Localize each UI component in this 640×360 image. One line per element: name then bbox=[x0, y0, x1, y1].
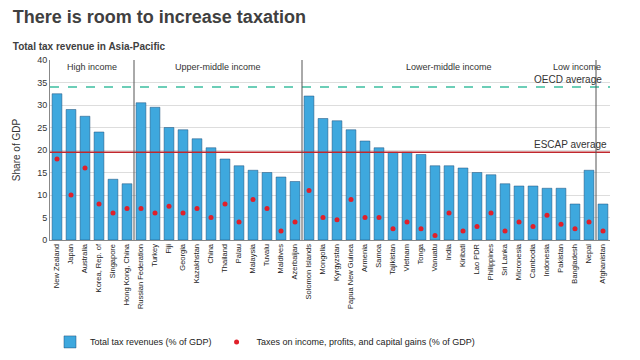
svg-text:Taxes on income, profits, and: Taxes on income, profits, and capital ga… bbox=[257, 337, 475, 347]
svg-text:40: 40 bbox=[37, 55, 47, 65]
svg-text:Bangladesh: Bangladesh bbox=[570, 244, 579, 284]
svg-text:Russian Federation: Russian Federation bbox=[136, 244, 145, 309]
svg-text:There is room to increase taxa: There is room to increase taxation bbox=[13, 7, 306, 27]
svg-text:Georgia: Georgia bbox=[178, 243, 187, 271]
svg-text:Maldives: Maldives bbox=[276, 244, 285, 274]
svg-text:Armenia: Armenia bbox=[360, 243, 369, 272]
svg-text:10: 10 bbox=[37, 190, 47, 200]
svg-text:Tuvalu: Tuvalu bbox=[262, 244, 271, 266]
svg-text:Fiji: Fiji bbox=[164, 244, 173, 254]
svg-text:Tajikistan: Tajikistan bbox=[388, 244, 397, 275]
svg-text:ESCAP average: ESCAP average bbox=[534, 139, 607, 150]
svg-text:Total tax revenue in Asia-Paci: Total tax revenue in Asia-Pacific bbox=[13, 41, 166, 52]
svg-text:Lower-middle income: Lower-middle income bbox=[406, 62, 492, 72]
svg-text:Lao PDR: Lao PDR bbox=[472, 243, 481, 274]
svg-text:Japan: Japan bbox=[66, 244, 75, 264]
svg-text:Hong Kong, China: Hong Kong, China bbox=[122, 243, 131, 305]
svg-text:Micronesia: Micronesia bbox=[514, 243, 523, 280]
svg-text:30: 30 bbox=[37, 100, 47, 110]
svg-text:Upper-middle income: Upper-middle income bbox=[175, 62, 261, 72]
svg-text:Total tax revenues (% of GDP): Total tax revenues (% of GDP) bbox=[90, 337, 212, 347]
svg-text:Indonesia: Indonesia bbox=[542, 243, 551, 276]
svg-text:Thailand: Thailand bbox=[220, 244, 229, 273]
svg-text:Singapore: Singapore bbox=[108, 244, 117, 278]
svg-text:New Zealand: New Zealand bbox=[52, 244, 61, 288]
svg-text:Kazakhstan: Kazakhstan bbox=[192, 244, 201, 283]
svg-text:Philippines: Philippines bbox=[486, 244, 495, 281]
svg-text:0: 0 bbox=[42, 235, 47, 245]
svg-text:Malaysia: Malaysia bbox=[248, 243, 257, 273]
svg-text:Afghanistan: Afghanistan bbox=[598, 244, 607, 284]
svg-text:Tonga: Tonga bbox=[416, 243, 425, 264]
svg-text:5: 5 bbox=[42, 213, 47, 223]
svg-text:Sri Lanka: Sri Lanka bbox=[500, 243, 509, 276]
svg-text:15: 15 bbox=[37, 168, 47, 178]
svg-text:Kyrgyzstan: Kyrgyzstan bbox=[332, 244, 341, 281]
svg-text:Korea, Rep. of: Korea, Rep. of bbox=[94, 243, 103, 292]
svg-text:Samoa: Samoa bbox=[374, 243, 383, 268]
svg-text:Turkey: Turkey bbox=[150, 244, 159, 267]
svg-text:20: 20 bbox=[37, 145, 47, 155]
svg-text:India: India bbox=[444, 243, 453, 260]
svg-text:High income: High income bbox=[67, 62, 117, 72]
svg-text:35: 35 bbox=[37, 78, 47, 88]
svg-text:Share of GDP: Share of GDP bbox=[11, 119, 22, 182]
svg-text:Mongolia: Mongolia bbox=[318, 243, 327, 274]
svg-text:China: China bbox=[206, 243, 215, 263]
svg-text:Pakistan: Pakistan bbox=[556, 244, 565, 273]
svg-text:Vanuatu: Vanuatu bbox=[430, 244, 439, 271]
svg-text:Solomon Islands: Solomon Islands bbox=[304, 244, 313, 300]
svg-text:Papua New Guinea: Papua New Guinea bbox=[346, 243, 355, 309]
svg-text:Australia: Australia bbox=[80, 243, 89, 273]
svg-text:Kiribati: Kiribati bbox=[458, 244, 467, 267]
svg-text:Palau: Palau bbox=[234, 244, 243, 263]
svg-text:Azerbaijan: Azerbaijan bbox=[290, 244, 299, 279]
svg-text:OECD average: OECD average bbox=[534, 74, 602, 85]
svg-text:Cambodia: Cambodia bbox=[528, 243, 537, 278]
svg-text:25: 25 bbox=[37, 123, 47, 133]
svg-text:Nepal: Nepal bbox=[584, 244, 593, 264]
svg-text:Low income: Low income bbox=[553, 62, 601, 72]
svg-text:Vietnam: Vietnam bbox=[402, 244, 411, 271]
